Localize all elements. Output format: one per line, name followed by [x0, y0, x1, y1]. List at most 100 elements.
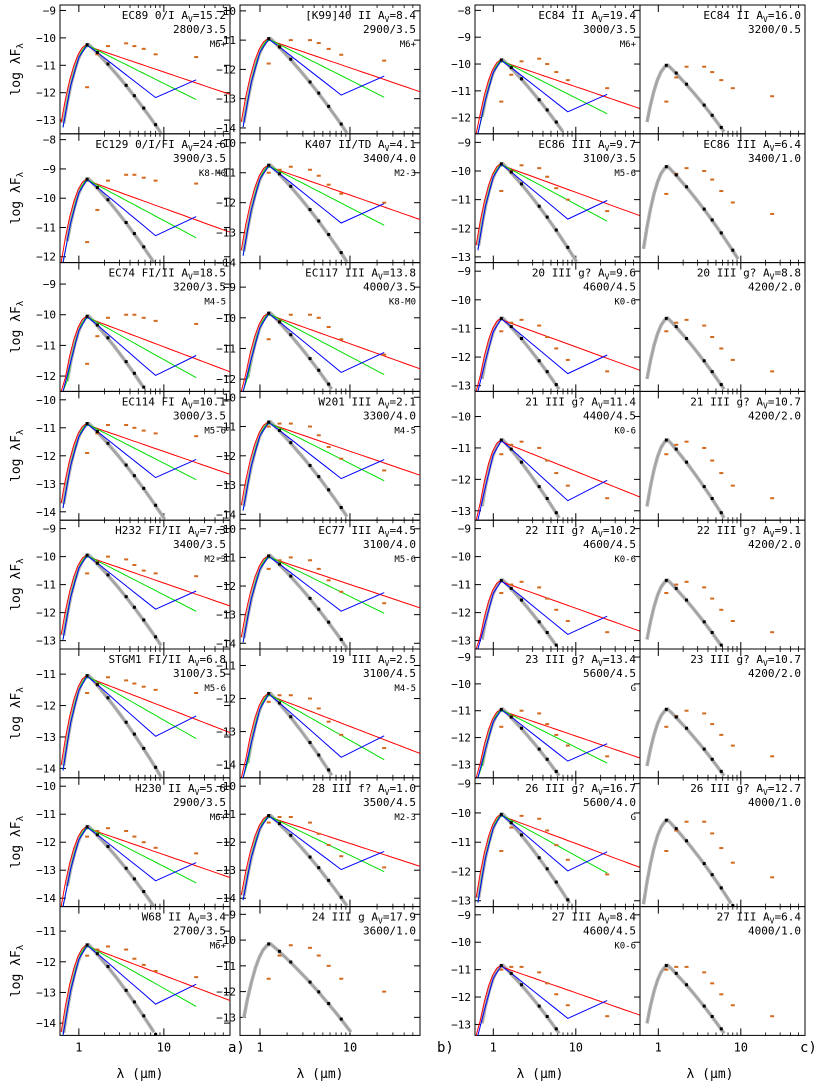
panel-title: 27 III AV=8.4: [552, 911, 637, 926]
y-tick-label: −10: [36, 32, 56, 45]
dereddened-point: [702, 586, 707, 589]
photosphere-thin-curve: [243, 943, 352, 1033]
av-label: A: [378, 524, 385, 537]
dereddened-point: [339, 457, 344, 460]
observed-point: [499, 963, 503, 967]
dereddened-point: [605, 497, 610, 500]
spectral-type: M2-3: [394, 813, 416, 823]
dereddened-point: [684, 318, 689, 321]
temp-logg: 4200/2.0: [748, 281, 801, 294]
temp-logg: 5600/4.5: [583, 667, 636, 680]
model-green-curve: [477, 710, 608, 778]
observed-point: [132, 1000, 136, 1004]
panel-name: 19: [332, 653, 352, 666]
observed-point: [267, 311, 271, 315]
av-subscript: V: [195, 530, 200, 539]
av-subscript: V: [770, 273, 775, 282]
panel-title: EC117 III AV=13.8: [305, 267, 416, 282]
observed-point: [554, 120, 558, 124]
dereddened-point: [85, 362, 90, 365]
y-tick-label: −8: [458, 4, 471, 17]
dereddened-point: [141, 685, 146, 688]
av-subscript: V: [385, 144, 390, 153]
panel-title: EC77 III AV=4.5: [318, 524, 416, 539]
dereddened-point: [719, 608, 724, 611]
dereddened-point: [684, 65, 689, 68]
y-tick-label: −14: [36, 762, 56, 775]
model-green-curve: [62, 424, 197, 509]
observed-point: [278, 701, 282, 705]
y-tick-label: −12: [36, 956, 56, 969]
y-axis-label-sub: λ: [16, 429, 26, 435]
dereddened-point: [702, 65, 707, 68]
dereddened-point: [730, 744, 735, 747]
panel-name: 22: [697, 524, 717, 537]
dereddened-point: [770, 212, 775, 215]
dereddened-point: [684, 709, 689, 712]
av-value: =10.2: [603, 524, 636, 537]
observed-point: [278, 320, 282, 324]
av-label: A: [591, 782, 598, 795]
y-tick-label: −10: [451, 678, 471, 691]
av-value: =5.6: [200, 782, 227, 795]
panel-name: 20: [697, 267, 717, 280]
observed-point: [710, 757, 714, 761]
observed-point: [142, 746, 146, 750]
dereddened-point: [770, 631, 775, 634]
spectral-type: K0-6: [614, 942, 636, 952]
dereddened-point: [326, 964, 331, 967]
model-blue-curve: [477, 439, 608, 521]
temp-logg: 3400/4.0: [363, 152, 416, 165]
observed-point: [132, 232, 136, 236]
av-subscript: V: [598, 659, 603, 668]
panel-class: III g?: [545, 395, 591, 408]
spectral-type: M4-5: [394, 684, 416, 694]
observed-point: [106, 62, 110, 66]
panel-title: 21 III g? AV=11.4: [525, 395, 636, 410]
dereddened-point: [194, 56, 199, 59]
y-tick-label: −11: [36, 808, 56, 821]
x-tick-label: 1: [655, 1040, 662, 1054]
observed-point: [685, 726, 689, 730]
av-subscript: V: [763, 788, 768, 797]
observed-point: [719, 511, 723, 515]
y-axis-label: log λFλ: [9, 687, 26, 740]
av-subscript: V: [188, 401, 193, 410]
panel-name: 26: [690, 782, 710, 795]
observed-point: [674, 586, 678, 590]
observed-point: [327, 768, 331, 772]
model-green-curve: [477, 815, 608, 903]
y-tick-label: −11: [451, 322, 471, 335]
observed-point: [317, 219, 321, 223]
y-tick-label: −11: [36, 59, 56, 72]
av-label: A: [188, 911, 195, 924]
dereddened-point: [339, 590, 344, 593]
panel-name: [K99]40: [305, 9, 358, 22]
y-tick-label: −11: [216, 421, 236, 434]
dereddened-point: [141, 841, 146, 844]
panel-class: III g?: [552, 267, 598, 280]
photosphere-curve: [645, 63, 726, 133]
temp-logg: 3200/3.5: [173, 281, 226, 294]
y-tick-label: −12: [216, 986, 236, 999]
y-tick-label: −14: [36, 506, 56, 519]
panel-class: 0/I: [155, 9, 182, 22]
observed-point: [106, 336, 110, 340]
panel-name: EC74: [109, 267, 142, 280]
av-value: =16.7: [603, 782, 636, 795]
model-blue-curve: [62, 826, 197, 907]
panel-class: FI/II: [148, 653, 188, 666]
dereddened-point: [554, 187, 559, 190]
observed-point: [685, 983, 689, 987]
dereddened-point: [194, 182, 199, 185]
observed-point: [664, 818, 668, 822]
dereddened-point: [124, 42, 129, 45]
panel-class: III: [352, 653, 379, 666]
temp-logg: 4200/2.0: [748, 409, 801, 422]
observed-point: [710, 370, 714, 374]
